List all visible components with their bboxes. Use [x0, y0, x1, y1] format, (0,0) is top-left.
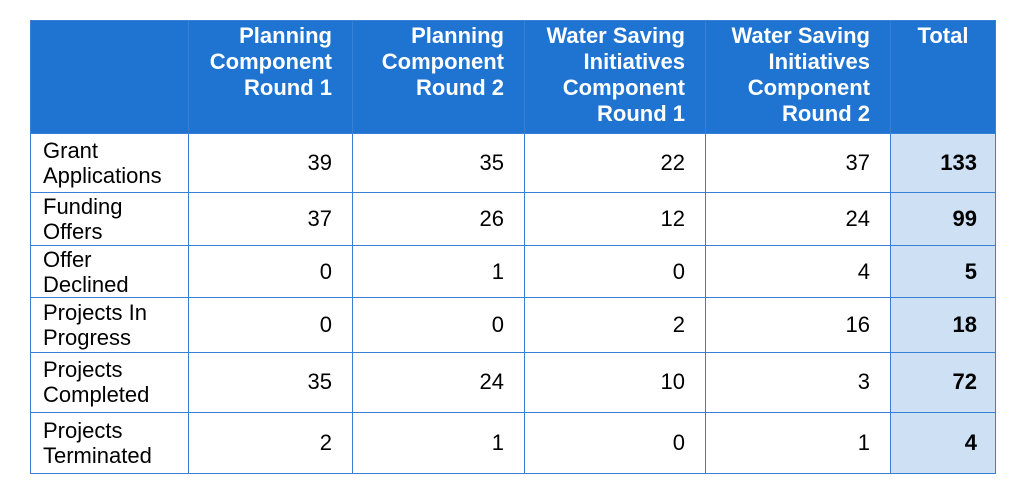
- value-cell: 0: [524, 412, 706, 474]
- value-cell: 24: [352, 351, 525, 414]
- value-cell: 26: [352, 191, 525, 247]
- total-column-header: Total: [890, 20, 996, 134]
- value-cell: 24: [705, 191, 891, 247]
- table-row: Grant Applications 39 35 22 37 133: [30, 133, 996, 193]
- column-header: Planning Component Round 1: [188, 20, 353, 134]
- table-row: Projects In Progress 0 0 2 16 18: [30, 296, 996, 353]
- column-header-line: Component: [747, 75, 870, 100]
- column-header: Water Saving Initiatives Component Round…: [705, 20, 891, 134]
- column-header-line: Round 2: [782, 101, 870, 126]
- row-label-line: Grant: [43, 137, 99, 163]
- value-cell: 37: [705, 133, 891, 193]
- table-row: Funding Offers 37 26 12 24 99: [30, 191, 996, 247]
- row-label-line: Projects: [43, 357, 123, 383]
- row-label-line: Applications: [43, 162, 162, 188]
- row-label: Projects In Progress: [30, 296, 189, 353]
- row-label-line: Projects: [43, 418, 123, 444]
- column-header-line: Planning: [239, 23, 332, 48]
- row-label: Projects Terminated: [30, 412, 189, 474]
- total-cell: 133: [890, 133, 996, 193]
- total-cell: 5: [890, 245, 996, 298]
- column-header-line: Water Saving: [731, 23, 870, 48]
- total-cell: 72: [890, 351, 996, 414]
- total-cell: 99: [890, 191, 996, 247]
- row-label-line: Declined: [43, 271, 129, 297]
- value-cell: 37: [188, 191, 353, 247]
- column-header-line: Total: [917, 23, 969, 48]
- column-header: Planning Component Round 2: [352, 20, 525, 134]
- value-cell: 22: [524, 133, 706, 193]
- value-cell: 2: [524, 296, 706, 353]
- total-cell: 18: [890, 296, 996, 353]
- value-cell: 35: [352, 133, 525, 193]
- value-cell: 35: [188, 351, 353, 414]
- value-cell: 3: [705, 351, 891, 414]
- table-row: Offer Declined 0 1 0 4 5: [30, 245, 996, 298]
- column-header-line: Round 1: [597, 101, 685, 126]
- row-label-line: Terminated: [43, 443, 152, 469]
- table-row: Projects Completed 35 24 10 3 72: [30, 351, 996, 414]
- row-label: Projects Completed: [30, 351, 189, 414]
- row-label-line: Offers: [43, 219, 103, 244]
- table-row: Projects Terminated 2 1 0 1 4: [30, 412, 996, 474]
- column-header-line: Water Saving: [546, 23, 685, 48]
- value-cell: 1: [352, 245, 525, 298]
- row-label: Grant Applications: [30, 133, 189, 193]
- row-label: Offer Declined: [30, 245, 189, 298]
- value-cell: 0: [524, 245, 706, 298]
- column-header: Water Saving Initiatives Component Round…: [524, 20, 706, 134]
- value-cell: 2: [188, 412, 353, 474]
- column-header-line: Component: [381, 49, 504, 74]
- column-header-line: Initiatives: [583, 49, 685, 74]
- column-header-line: Component: [562, 75, 685, 100]
- value-cell: 0: [352, 296, 525, 353]
- value-cell: 4: [705, 245, 891, 298]
- value-cell: 16: [705, 296, 891, 353]
- column-header-line: Component: [209, 49, 332, 74]
- value-cell: 39: [188, 133, 353, 193]
- column-header-line: Round 2: [416, 75, 504, 100]
- row-label-line: Completed: [43, 382, 150, 408]
- column-header-line: Round 1: [244, 75, 332, 100]
- total-cell: 4: [890, 412, 996, 474]
- column-header-line: Initiatives: [768, 49, 870, 74]
- value-cell: 0: [188, 296, 353, 353]
- row-label-line: Funding: [43, 194, 123, 219]
- value-cell: 0: [188, 245, 353, 298]
- table-header-row: Planning Component Round 1 Planning Comp…: [30, 20, 996, 134]
- value-cell: 1: [352, 412, 525, 474]
- column-header-line: Planning: [411, 23, 504, 48]
- row-label: Funding Offers: [30, 191, 189, 247]
- row-label-line: Projects In: [43, 299, 147, 325]
- value-cell: 1: [705, 412, 891, 474]
- row-label-line: Progress: [43, 324, 132, 350]
- grants-summary-table: Planning Component Round 1 Planning Comp…: [30, 20, 996, 474]
- value-cell: 12: [524, 191, 706, 247]
- row-label-line: Offer: [43, 246, 92, 272]
- value-cell: 10: [524, 351, 706, 414]
- corner-cell: [30, 20, 189, 134]
